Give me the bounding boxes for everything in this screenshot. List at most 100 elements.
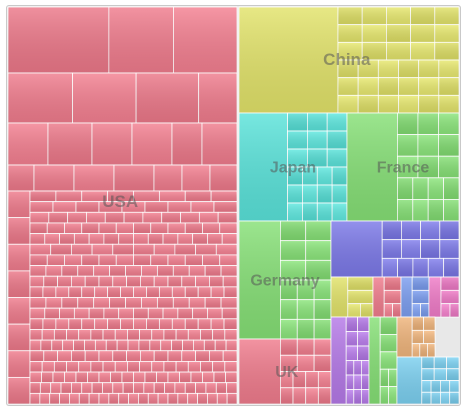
- usa-cell-shade: [59, 233, 75, 245]
- group-cell-shade: [392, 303, 401, 317]
- group-cell-shade: [417, 134, 439, 157]
- usa-cell-shade: [74, 233, 90, 245]
- group-cell-shade: [369, 317, 381, 404]
- group-cell-shade: [449, 392, 459, 404]
- group-cell-shade: [357, 317, 369, 332]
- group-cell-shade: [440, 392, 450, 404]
- group-cell-shade: [420, 239, 440, 259]
- usa-cell-shade: [81, 382, 93, 394]
- usa-cell-shade: [199, 212, 219, 223]
- usa-cell-shade: [89, 393, 99, 404]
- usa-cell-shade: [146, 286, 160, 298]
- group-cell-shade: [397, 113, 418, 135]
- usa-cell-shade: [90, 329, 104, 341]
- group-cell-shade: [353, 360, 362, 375]
- usa-cell-shade: [164, 382, 175, 394]
- usa-cell-shade: [115, 329, 128, 341]
- usa-cell-shade: [174, 382, 186, 394]
- group-cell-shade: [397, 258, 413, 277]
- group-cell-shade: [440, 380, 450, 393]
- group-cell-shade: [305, 387, 319, 404]
- usa-cell-shade: [95, 340, 107, 351]
- group-cell-shade: [441, 303, 450, 317]
- usa-cell-shade: [173, 7, 237, 73]
- usa-cell-shade: [55, 286, 69, 298]
- usa-cell-shade: [69, 393, 80, 404]
- group-cell-shade: [434, 24, 459, 43]
- usa-cell-shade: [54, 361, 67, 373]
- usa-cell-shade: [124, 212, 143, 223]
- usa-cell-shade: [50, 382, 62, 394]
- usa-cell-shade: [212, 329, 225, 341]
- usa-cell-shade: [30, 340, 41, 351]
- usa-cell-shade: [55, 318, 69, 330]
- usa-cell-shade: [154, 382, 165, 394]
- usa-cell-shade: [202, 222, 220, 234]
- usa-cell-shade: [66, 329, 79, 341]
- usa-cell-shade: [84, 340, 96, 351]
- group-cell-shade: [428, 177, 444, 200]
- group-cell-shade: [418, 77, 439, 96]
- usa-cell-shade: [66, 361, 79, 373]
- usa-cell-shade: [148, 233, 164, 245]
- group-cell-shade: [331, 317, 347, 404]
- group-cell-shade: [297, 355, 315, 372]
- usa-cell-shade: [226, 340, 237, 351]
- usa-cell-shade: [57, 350, 72, 362]
- usa-cell-shade: [182, 165, 210, 191]
- group-cell-shade: [346, 360, 354, 375]
- group-cell-shade: [446, 368, 459, 381]
- usa-cell-shade: [110, 372, 122, 383]
- group-cell-shade: [431, 392, 441, 404]
- group-cell-shade: [438, 156, 459, 178]
- usa-cell-shade: [30, 222, 48, 234]
- usa-cell-shade: [128, 393, 139, 404]
- usa-cell-shade: [214, 201, 237, 213]
- usa-cell-shade: [40, 340, 52, 351]
- usa-cell-shade: [200, 361, 213, 373]
- usa-cell-shade: [177, 233, 193, 245]
- usa-cell-shade: [210, 165, 237, 191]
- group-cell-shade: [305, 221, 331, 241]
- usa-cell-shade: [202, 254, 220, 266]
- usa-cell-shade: [8, 324, 30, 351]
- usa-cell-shade: [42, 286, 56, 298]
- group-cell-shade: [353, 389, 362, 404]
- usa-cell-shade: [59, 308, 75, 319]
- usa-cell-shade: [145, 372, 157, 383]
- usa-cell-shade: [193, 340, 205, 351]
- group-cell-shade: [346, 375, 354, 390]
- usa-cell-shade: [189, 297, 206, 309]
- usa-cell-shade: [115, 361, 128, 373]
- usa-cell-shade: [43, 276, 58, 287]
- group-cell-shade: [239, 339, 281, 404]
- usa-cell-shade: [191, 372, 203, 383]
- usa-cell-shade: [30, 308, 45, 319]
- group-japan: Japan: [238, 112, 348, 222]
- usa-cell-shade: [107, 318, 121, 330]
- group-cell-shade: [438, 60, 459, 78]
- usa-cell-shade: [204, 340, 216, 351]
- group-cell-shade: [307, 149, 328, 167]
- usa-cell-shade: [62, 340, 74, 351]
- usa-cell-shade: [219, 254, 237, 266]
- usa-cell-shade: [141, 265, 158, 277]
- usa-cell-shade: [48, 212, 68, 223]
- group-cell-shade: [434, 368, 447, 381]
- usa-cell-shade: [39, 393, 50, 404]
- usa-cell-shade: [71, 350, 86, 362]
- group-cell-shade: [338, 7, 363, 25]
- group-cell-shade: [449, 380, 459, 393]
- usa-cell-shade: [148, 393, 159, 404]
- group-cell-shade: [388, 386, 397, 404]
- usa-cell-shade: [123, 382, 134, 394]
- group-cell-shade: [378, 77, 399, 96]
- usa-cell-shade: [222, 233, 237, 245]
- usa-cell-shade: [133, 372, 145, 383]
- usa-cell-shade: [30, 361, 43, 373]
- usa-cell-shade: [146, 318, 160, 330]
- usa-cell-shade: [42, 329, 55, 341]
- usa-cell-shade: [51, 340, 63, 351]
- usa-cell-shade: [223, 350, 237, 362]
